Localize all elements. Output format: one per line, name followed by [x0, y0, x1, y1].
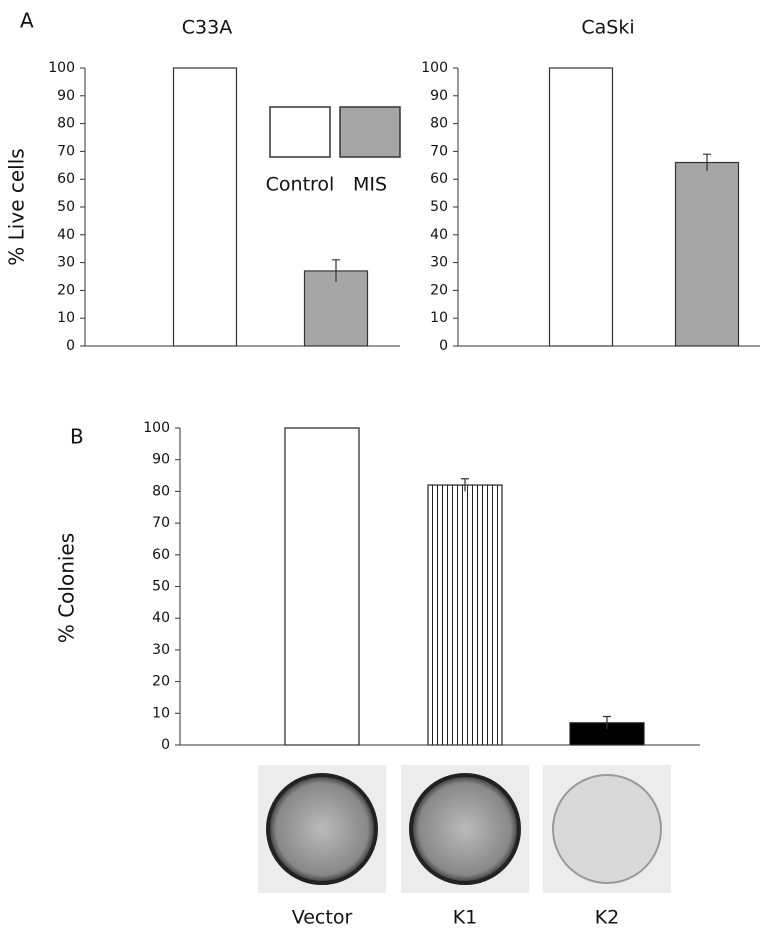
y-tick-label: 40 — [57, 227, 75, 243]
y-tick-label: 0 — [439, 338, 448, 354]
chart-title: CaSki — [581, 17, 634, 39]
chart-title: C33A — [182, 17, 232, 39]
y-tick-label: 90 — [152, 452, 170, 468]
bar — [674, 161, 740, 347]
y-tick-label: 30 — [430, 255, 448, 271]
y-tick-label: 60 — [430, 171, 448, 187]
y-tick-label: 30 — [152, 642, 170, 658]
x-tick-label: K2 — [595, 907, 620, 929]
error-bar — [461, 478, 469, 492]
y-tick-label: 100 — [48, 60, 75, 76]
y-tick-label: 80 — [430, 116, 448, 132]
x-tick-label: Vector — [292, 907, 353, 929]
y-tick-label: 10 — [430, 310, 448, 326]
y-tick-label: 20 — [57, 282, 75, 298]
colony-plate — [409, 773, 521, 885]
error-bar — [603, 715, 611, 730]
y-tick-label: 80 — [152, 483, 170, 499]
panel-label: B — [70, 425, 84, 449]
y-tick-label: 50 — [57, 199, 75, 215]
y-tick-label: 60 — [152, 547, 170, 563]
y-tick-label: 0 — [66, 338, 75, 354]
y-tick-label: 30 — [57, 255, 75, 271]
colony-plate — [552, 774, 662, 884]
panel-label: A — [20, 9, 34, 33]
legend-swatch — [269, 106, 331, 158]
y-tick-label: 70 — [152, 515, 170, 531]
y-tick-label: 60 — [57, 171, 75, 187]
y-tick-label: 20 — [152, 674, 170, 690]
y-tick-label: 40 — [430, 227, 448, 243]
bar — [172, 67, 238, 347]
y-tick-label: 10 — [57, 310, 75, 326]
y-tick-label: 50 — [152, 579, 170, 595]
colony-plate — [266, 773, 378, 885]
bar — [548, 67, 614, 347]
y-tick-label: 40 — [152, 610, 170, 626]
error-bar — [703, 153, 711, 171]
y-tick-label: 100 — [421, 60, 448, 76]
legend-swatch — [339, 106, 401, 158]
error-bar — [332, 259, 340, 283]
bar — [427, 484, 503, 746]
y-tick-label: 80 — [57, 116, 75, 132]
y-tick-label: 100 — [143, 420, 170, 436]
y-axis-label: % Live cells — [5, 148, 29, 265]
y-tick-label: 70 — [430, 143, 448, 159]
y-tick-label: 10 — [152, 705, 170, 721]
y-tick-label: 0 — [161, 737, 170, 753]
x-tick-label: K1 — [453, 907, 478, 929]
bar — [303, 270, 369, 347]
y-tick-label: 20 — [430, 282, 448, 298]
bar — [284, 427, 360, 746]
y-tick-label: 90 — [57, 88, 75, 104]
y-tick-label: 90 — [430, 88, 448, 104]
y-tick-label: 50 — [430, 199, 448, 215]
y-axis-label: % Colonies — [55, 533, 79, 643]
y-tick-label: 70 — [57, 143, 75, 159]
legend-label: MIS — [353, 174, 387, 196]
legend-label: Control — [266, 174, 335, 196]
